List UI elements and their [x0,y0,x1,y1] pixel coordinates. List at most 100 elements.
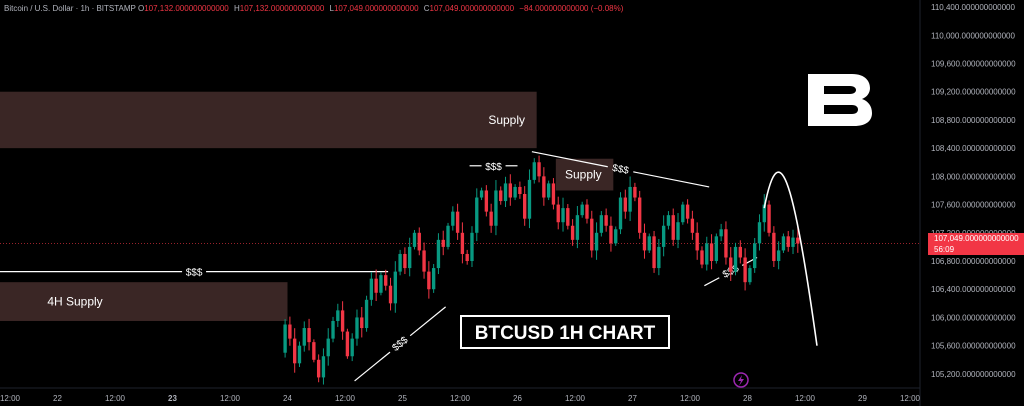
close-value: 107,049.000000000000 [429,4,515,13]
candle-body [422,250,426,272]
change-value: −84.000000000000 (−0.08%) [519,4,624,13]
candle-body [436,239,441,269]
candle-body [676,222,680,240]
candle-body [288,324,292,339]
candle-body [307,328,311,343]
candle-body [355,317,359,339]
candle-body [398,253,402,272]
last-price-tag: 107,049.000000000000 56:09 [928,233,1024,255]
candle-body [331,320,335,339]
bar-countdown: 56:09 [934,245,955,254]
candle-body [431,268,436,290]
candle-body [724,229,728,258]
candle-body [695,232,699,251]
candle-body [690,218,695,233]
symbol-name[interactable]: Bitcoin / U.S. Dollar · 1h · BITSTAMP [4,4,136,13]
time-tick-label: 28 [743,394,752,403]
liquidity-label: $$$ [611,163,630,177]
candle-body [575,215,580,240]
candle-body [743,257,747,283]
candle-body [700,250,704,265]
candle-body [393,271,397,304]
candle-body [633,186,637,198]
candle-body [379,275,383,293]
price-tick-label: 109,600.000000000000 [931,59,1016,68]
candle-body [427,271,431,290]
candle-body [360,317,364,329]
candle-body [772,232,776,262]
candle-body [542,176,546,198]
candle-body [475,197,479,233]
liquidity-label: $$$ [485,162,502,173]
time-tick-label: 12:00 [335,394,356,403]
high-value: 107,132.000000000000 [239,4,325,13]
candle-body [729,257,733,272]
supply-zones: Supply 4H Supply Supply [0,91,614,321]
candle-body [293,338,297,364]
candle-body [599,215,604,233]
candle-body [470,232,474,262]
price-tick-label: 109,200.000000000000 [931,88,1016,97]
candle-body [661,225,666,247]
candle-body [479,190,484,198]
candle-body [388,285,393,304]
symbol-ohlc-legend: Bitcoin / U.S. Dollar · 1h · BITSTAMP O1… [4,4,626,13]
time-tick-label: 12:00 [795,394,816,403]
open-label: O [137,4,145,13]
open-value: 107,132.000000000000 [144,4,229,13]
price-tick-label: 106,800.000000000000 [931,257,1016,266]
price-tick-label: 108,400.000000000000 [931,144,1016,153]
candle-body [796,237,800,244]
time-tick-label: 12:00 [105,394,126,403]
price-tick-label: 108,000.000000000000 [931,172,1016,181]
candle-body [570,225,575,240]
candle-body [738,246,742,258]
candle-body [657,246,661,269]
supply-zone-label: Supply [565,168,602,182]
candle-body [556,204,560,223]
candle-body [297,345,302,364]
candle-body [374,278,378,293]
liquidity-trendline [354,351,391,382]
candle-body [618,197,623,230]
candle-body [580,204,584,216]
supply-zone-0 [0,91,537,149]
price-tick-label: 110,400.000000000000 [931,3,1015,12]
candle-body [451,211,455,226]
price-axis: 105,200.000000000000 105,600.000000000000… [919,0,1016,406]
candle-body [767,204,771,233]
candle-body [590,218,594,251]
time-tick-label: 12:00 [565,394,586,403]
candle-body [518,186,522,194]
candle-body [499,190,503,202]
candle-body [369,278,374,300]
candle-body [455,211,460,233]
candle-body [642,232,647,251]
candle-body [532,162,536,180]
time-tick-label: 24 [283,394,292,403]
time-tick-label: 12:00 [900,394,921,403]
liquidity-trendline [409,306,447,337]
ideas-icon[interactable] [733,372,749,388]
candle-body [685,204,690,219]
candle-body [757,222,762,244]
liquidity-label: $$$ [186,268,203,279]
candle-body [638,197,642,233]
price-tick-label: 105,600.000000000000 [931,342,1016,351]
candle-body [489,211,493,226]
candle-body [408,246,412,269]
candle-body [441,239,445,247]
candle-body [364,299,369,329]
time-tick-label: 27 [628,394,637,403]
candle-body [340,310,345,332]
chart-title: BTCUSD 1H CHART [475,323,656,344]
candle-body [523,194,527,219]
candle-body [513,186,517,198]
time-tick-label: 23 [168,394,177,403]
candle-body [705,243,709,265]
candle-body [623,197,627,212]
candle-body [719,229,723,237]
price-tick-label: 107,600.000000000000 [931,201,1016,210]
candle-body [647,236,651,251]
